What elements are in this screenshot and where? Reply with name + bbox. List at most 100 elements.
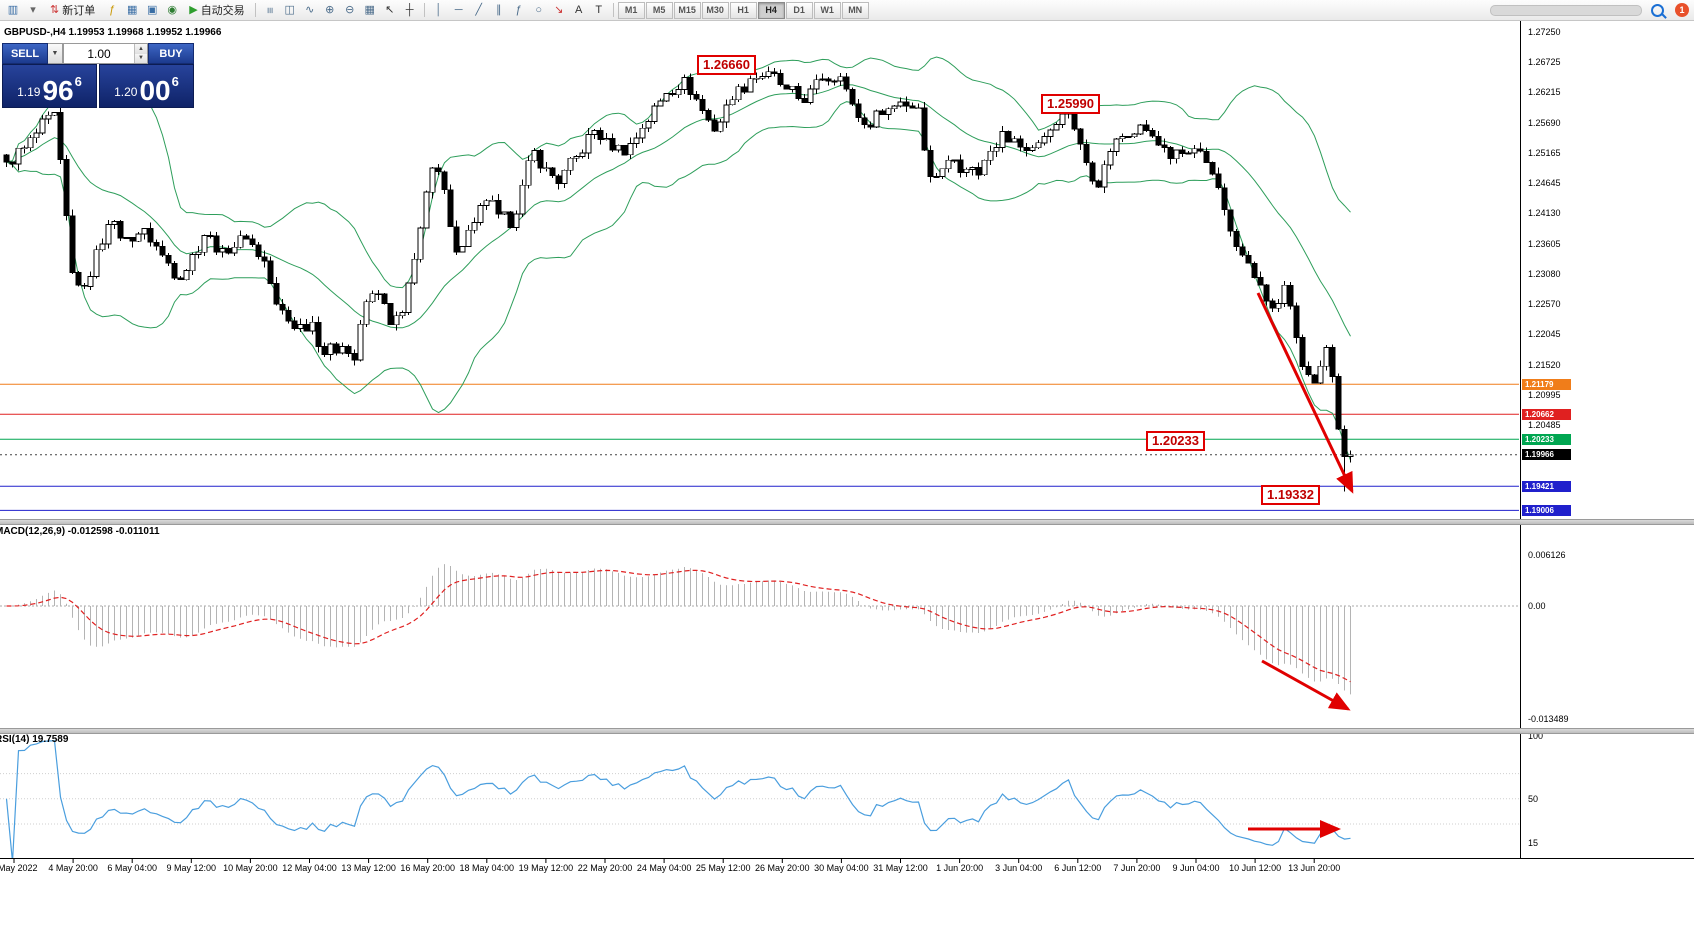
- price-axis-label: 1.27250: [1528, 27, 1561, 38]
- text-tool-icon: A: [575, 3, 583, 16]
- time-axis-label: 24 May 04:00: [636, 863, 692, 873]
- line-chart-icon[interactable]: ∿: [300, 1, 320, 19]
- rsi-line: [5, 740, 1351, 858]
- new-chart-icon: ▥: [7, 3, 19, 16]
- candlestick-icon: ◫: [284, 3, 295, 16]
- timeframe-button-h1[interactable]: H1: [729, 1, 757, 19]
- profiles-icon[interactable]: ▾: [23, 1, 43, 19]
- window-splitter[interactable]: [0, 728, 1694, 734]
- time-axis-label: 18 May 04:00: [459, 863, 515, 873]
- timeframe-button-m1[interactable]: M1: [617, 1, 645, 19]
- window-splitter[interactable]: [0, 519, 1694, 525]
- one-click-trading-panel: SELL ▼ 1.00 ▲ ▼ BUY 1.19 96 6 1.20 00 6: [2, 43, 194, 108]
- channel-icon[interactable]: ∥: [489, 1, 509, 19]
- volume-increase-button[interactable]: ▲: [135, 44, 147, 54]
- channel-icon: ∥: [495, 3, 502, 16]
- bollinger-middle-band: [6, 84, 1351, 337]
- fibonacci-icon: ƒ: [515, 3, 522, 16]
- zoom-in-icon[interactable]: ⊕: [320, 1, 340, 19]
- timeframe-button-w1[interactable]: W1: [813, 1, 841, 19]
- new-order-icon: ⇅: [50, 3, 60, 16]
- search-icon[interactable]: [1651, 3, 1664, 17]
- vertical-line-icon: │: [435, 3, 443, 16]
- price-axis[interactable]: 1.21179 1.20662 1.20233 1.19421 1.19006 1.199…: [1520, 21, 1694, 858]
- trend-arrow[interactable]: [1261, 659, 1351, 711]
- time-axis-label: 1 Jun 20:00: [936, 863, 984, 873]
- price-axis-label: 1.21520: [1528, 359, 1561, 370]
- crosshair-icon[interactable]: ┼: [400, 1, 420, 19]
- timeframe-button-m15[interactable]: M15: [673, 1, 701, 19]
- timeframe-button-d1[interactable]: D1: [785, 1, 813, 19]
- time-axis-label: 26 May 20:00: [755, 863, 810, 873]
- bar-chart-icon[interactable]: ≡: [260, 1, 280, 19]
- time-axis-label: 4 May 2022: [0, 863, 38, 873]
- candlestick-series: [3, 66, 1354, 492]
- price-annotation[interactable]: 1.26660: [697, 55, 756, 75]
- shapes-icon: ○: [535, 3, 543, 16]
- trendline-icon[interactable]: ╱: [469, 1, 489, 19]
- time-axis-label: 22 May 20:00: [577, 863, 633, 873]
- price-axis-label: 1.25690: [1528, 117, 1561, 128]
- time-axis-label: 13 Jun 20:00: [1288, 863, 1341, 873]
- volume-decrease-button[interactable]: ▼: [135, 53, 147, 63]
- time-axis-label: 9 May 12:00: [166, 863, 217, 873]
- new-chart-icon[interactable]: ▥: [3, 1, 23, 19]
- trend-arrow[interactable]: [1256, 292, 1354, 494]
- time-axis-label: 7 Jun 20:00: [1113, 863, 1161, 873]
- tile-windows-icon[interactable]: ▦: [360, 1, 380, 19]
- market-watch-icon: ▦: [127, 3, 138, 16]
- price-annotation[interactable]: 1.20233: [1146, 431, 1205, 451]
- buy-price[interactable]: 1.20 00 6: [99, 64, 194, 108]
- time-axis-label: 19 May 12:00: [518, 863, 574, 873]
- macd-axis-label: 0.00: [1528, 601, 1546, 611]
- strategy-tester-icon[interactable]: ◉: [162, 1, 182, 19]
- label-tool-icon: T: [595, 3, 603, 16]
- fibonacci-icon[interactable]: ƒ: [509, 1, 529, 19]
- new-order-button[interactable]: ⇅ 新订单: [50, 3, 96, 17]
- shapes-icon[interactable]: ○: [529, 1, 549, 19]
- buy-button[interactable]: BUY: [148, 43, 194, 64]
- volume-input[interactable]: 1.00: [87, 46, 111, 61]
- label-tool-icon[interactable]: T: [589, 1, 609, 19]
- rsi-axis-label: 15: [1528, 837, 1539, 848]
- sell-button[interactable]: SELL: [2, 43, 48, 64]
- timeframe-button-m5[interactable]: M5: [645, 1, 673, 19]
- market-watch-icon[interactable]: ▦: [122, 1, 142, 19]
- arrows-tool-icon: ↘: [554, 3, 564, 16]
- timeframe-button-mn[interactable]: MN: [841, 1, 869, 19]
- toolbar-separator: [612, 3, 614, 17]
- rsi-indicator-label: RSI(14) 19.7589: [0, 734, 69, 745]
- toolbar-scrollbar[interactable]: [1490, 4, 1642, 16]
- price-level-badge: 1.20233: [1522, 433, 1571, 445]
- candlestick-icon[interactable]: ◫: [280, 1, 300, 19]
- autotrading-button[interactable]: ▶ 自动交易: [189, 3, 245, 17]
- price-chart[interactable]: [0, 21, 1520, 881]
- cursor-icon[interactable]: ↖: [380, 1, 400, 19]
- timeframe-button-m30[interactable]: M30: [701, 1, 729, 19]
- data-window-icon: ▣: [147, 3, 158, 16]
- price-level-badge: 1.19421: [1522, 480, 1571, 492]
- vertical-line-icon[interactable]: │: [429, 1, 449, 19]
- text-tool-icon[interactable]: A: [569, 1, 589, 19]
- price-axis-label: 1.26725: [1528, 57, 1561, 68]
- sell-price[interactable]: 1.19 96 6: [2, 64, 97, 108]
- horizontal-line-icon[interactable]: ─: [449, 1, 469, 19]
- price-axis-label: 1.24130: [1528, 208, 1561, 219]
- chart-window: GBPUSD-,H4 1.19953 1.19968 1.19952 1.199…: [0, 21, 1694, 947]
- price-annotation[interactable]: 1.25990: [1041, 94, 1100, 114]
- time-axis-label: 13 May 12:00: [341, 863, 396, 873]
- line-chart-icon: ∿: [305, 3, 315, 16]
- timeframe-button-h4[interactable]: H4: [757, 1, 785, 19]
- price-annotation[interactable]: 1.19332: [1261, 485, 1320, 505]
- arrows-tool-icon[interactable]: ↘: [549, 1, 569, 19]
- zoom-out-icon: ⊖: [345, 3, 355, 16]
- cursor-icon: ↖: [385, 3, 395, 16]
- time-axis-label: 10 Jun 12:00: [1229, 863, 1282, 873]
- zoom-out-icon[interactable]: ⊖: [340, 1, 360, 19]
- notification-badge[interactable]: 1: [1675, 3, 1689, 17]
- expert-advisors-icon[interactable]: ƒ: [102, 1, 122, 19]
- data-window-icon[interactable]: ▣: [142, 1, 162, 19]
- order-type-dropdown[interactable]: ▼: [48, 43, 63, 64]
- tile-windows-icon: ▦: [364, 3, 375, 16]
- price-axis-label: 1.20485: [1528, 419, 1561, 430]
